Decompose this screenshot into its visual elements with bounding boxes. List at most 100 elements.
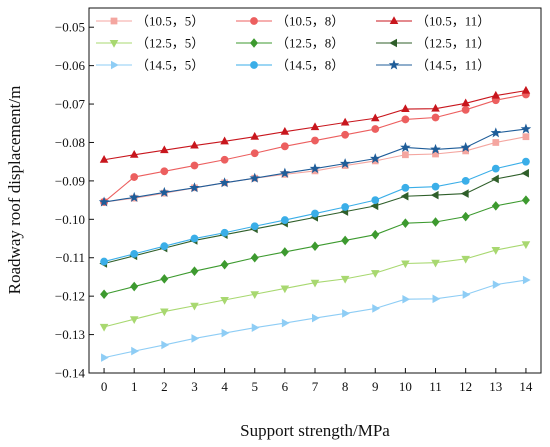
- data-point: [190, 161, 199, 170]
- x-tick-label: 4: [221, 379, 228, 394]
- data-point: [250, 38, 258, 48]
- data-point: [99, 323, 109, 332]
- legend-item: （12.5，8）: [236, 36, 344, 51]
- data-point: [341, 235, 350, 246]
- data-point: [522, 133, 530, 141]
- series: [101, 275, 531, 362]
- data-point: [250, 149, 259, 158]
- data-point: [401, 115, 410, 124]
- data-point: [340, 117, 350, 126]
- data-point: [251, 323, 260, 332]
- series-layer: [98, 85, 532, 362]
- x-tick-label: 3: [191, 379, 198, 394]
- data-point: [220, 228, 229, 237]
- legend-label: （14.5，8）: [276, 58, 344, 73]
- data-point: [160, 145, 169, 154]
- legend-label: （10.5，5）: [136, 14, 204, 29]
- y-tick-label: −0.07: [55, 97, 86, 112]
- data-point: [339, 158, 351, 169]
- x-tick-label: 5: [251, 379, 258, 394]
- data-point: [520, 123, 532, 134]
- data-point: [371, 196, 380, 205]
- data-point: [310, 122, 320, 131]
- x-axis-title: Support strength/MPa: [240, 421, 390, 440]
- data-point: [281, 318, 290, 328]
- data-point: [130, 173, 139, 181]
- data-point: [160, 167, 169, 176]
- data-point: [280, 285, 290, 294]
- legend-item: （14.5，5）: [96, 58, 204, 73]
- y-tick-label: −0.10: [55, 212, 85, 227]
- x-tick-label: 9: [372, 379, 379, 394]
- data-point: [189, 182, 200, 193]
- data-point: [431, 103, 440, 112]
- data-point: [370, 153, 381, 164]
- data-point: [400, 191, 409, 201]
- y-tick-label: −0.13: [55, 327, 85, 342]
- data-point: [159, 186, 170, 197]
- series: [99, 85, 531, 163]
- data-point: [492, 139, 500, 146]
- data-point: [190, 140, 199, 149]
- legend-item: （12.5，11）: [376, 36, 490, 51]
- data-point: [370, 113, 380, 122]
- data-point: [220, 296, 229, 305]
- data-point: [280, 126, 290, 135]
- data-point: [461, 255, 470, 264]
- data-point: [280, 247, 289, 257]
- data-point: [250, 291, 260, 299]
- data-point: [372, 304, 381, 313]
- y-tick-label: −0.12: [55, 289, 85, 304]
- y-tick-label: −0.14: [55, 366, 86, 381]
- axis-ticks: 0 1 2 3 4 5 6 7 8 9 10 11 12 13 14−0.14−0.13−0.12−0.11…: [55, 20, 533, 394]
- legend-item: （14.5，11）: [376, 58, 490, 73]
- y-axis-title: Roadway roof displacement/m: [5, 86, 24, 295]
- legend-item: （10.5，8）: [236, 14, 344, 29]
- x-tick-label: 11: [429, 379, 442, 394]
- data-point: [402, 294, 411, 304]
- data-point: [311, 136, 319, 145]
- data-point: [431, 113, 440, 122]
- series: [98, 123, 532, 207]
- data-point: [190, 266, 199, 276]
- data-point: [109, 39, 119, 48]
- data-point: [220, 136, 229, 145]
- x-tick-label: 6: [282, 379, 289, 394]
- data-point: [220, 259, 229, 270]
- legend-label: （12.5，5）: [136, 36, 204, 51]
- data-point: [100, 257, 108, 266]
- data-point: [522, 275, 531, 285]
- data-point: [490, 127, 502, 138]
- x-tick-label: 12: [459, 379, 472, 394]
- legend-label: （10.5，8）: [276, 14, 344, 29]
- x-tick-label: 1: [131, 379, 138, 394]
- data-point: [110, 17, 118, 25]
- data-point: [191, 334, 200, 343]
- legend-label: （10.5，11）: [416, 14, 490, 29]
- y-tick-label: −0.06: [55, 58, 86, 73]
- data-point: [280, 142, 289, 151]
- data-point: [128, 191, 140, 202]
- data-point: [491, 174, 499, 184]
- x-tick-label: 10: [399, 379, 412, 394]
- data-point: [371, 229, 380, 240]
- data-point: [311, 209, 319, 218]
- data-point: [250, 131, 260, 140]
- data-point: [160, 242, 169, 251]
- data-point: [219, 177, 230, 188]
- data-point: [221, 328, 230, 338]
- data-point: [311, 241, 319, 251]
- data-point: [462, 290, 471, 299]
- data-point: [521, 85, 531, 94]
- data-point: [342, 309, 350, 318]
- data-point: [131, 346, 139, 356]
- data-point: [100, 289, 109, 300]
- series: [100, 195, 530, 300]
- data-point: [370, 270, 380, 278]
- data-point: [190, 234, 199, 243]
- data-point: [111, 60, 119, 70]
- data-point: [401, 260, 410, 269]
- data-point: [431, 259, 440, 268]
- data-point: [461, 105, 470, 114]
